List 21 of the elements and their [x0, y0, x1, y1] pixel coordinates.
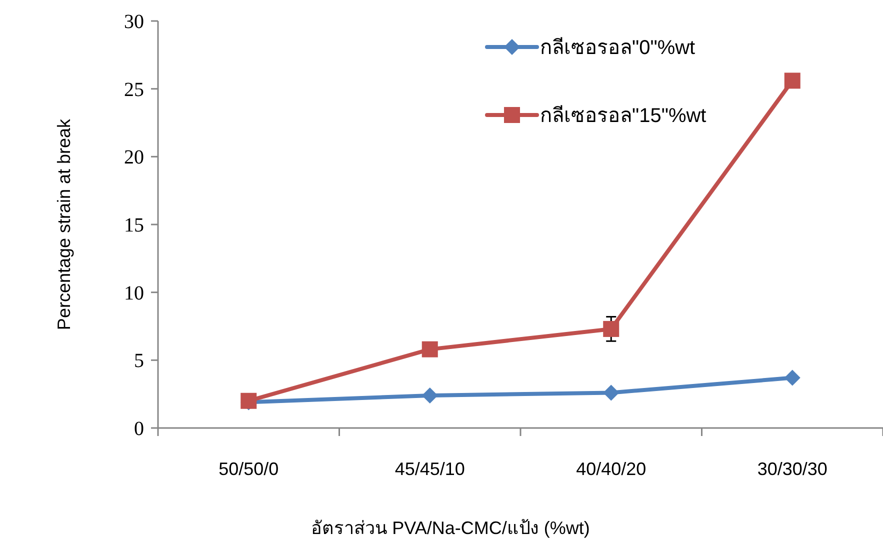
point [422, 387, 438, 404]
x-tick-label: 30/30/30 [757, 459, 828, 479]
legend-label: กลีเซอรอล"0"%wt [540, 37, 696, 59]
x-tick-label: 50/50/0 [218, 459, 279, 479]
point [603, 320, 620, 337]
point [603, 384, 620, 401]
y-tick-label: 30 [124, 11, 144, 33]
x-axis-title: อัตราส่วน PVA/Na-CMC/แป้ง (%wt) [311, 518, 590, 538]
legend-label: กลีเซอรอล"15"%wt [540, 105, 707, 127]
y-axis-title: Percentage strain at break [54, 118, 74, 330]
point [422, 341, 438, 358]
point [784, 72, 800, 89]
y-tick-label: 15 [124, 214, 144, 236]
y-tick-label: 0 [134, 418, 144, 440]
y-tick-label: 25 [124, 78, 144, 101]
y-tick-label: 10 [124, 282, 144, 304]
y-tick-label: 20 [124, 146, 144, 169]
y-tick-label: 5 [134, 350, 144, 372]
x-tick-label: 40/40/20 [576, 459, 646, 479]
point [784, 370, 800, 386]
x-tick-label: 45/45/10 [394, 459, 465, 479]
